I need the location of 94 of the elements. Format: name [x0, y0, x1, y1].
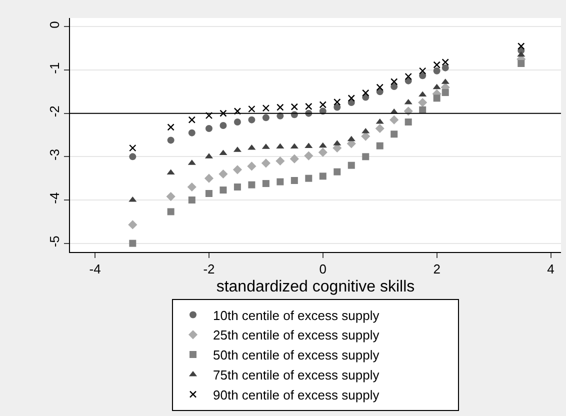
point: [220, 110, 227, 117]
point: [334, 104, 341, 111]
legend-label: 25th centile of excess supply: [213, 328, 380, 343]
point: [442, 58, 449, 66]
point: [234, 108, 242, 115]
point: [390, 82, 398, 90]
point: [304, 151, 314, 160]
point: [167, 136, 174, 144]
point: [188, 116, 196, 124]
point: [276, 178, 284, 186]
point: [276, 156, 285, 166]
point: [304, 142, 313, 148]
x-tick-label: 0: [319, 262, 327, 277]
point: [276, 104, 284, 111]
point: [318, 148, 328, 157]
point: [319, 172, 326, 180]
point: [518, 60, 525, 67]
point: [375, 124, 384, 134]
legend-label: 10th centile of excess supply: [213, 308, 380, 323]
point: [517, 51, 526, 57]
point: [418, 98, 428, 108]
point: [232, 165, 242, 174]
point: [262, 114, 270, 122]
point: [433, 61, 440, 68]
point: [442, 89, 449, 96]
point: [220, 122, 227, 129]
point: [188, 129, 196, 136]
point: [218, 169, 228, 179]
point: [319, 101, 326, 108]
x-tick-label: 4: [547, 262, 554, 277]
point: [129, 144, 136, 152]
point: [187, 182, 196, 192]
point: [129, 240, 136, 247]
point: [433, 94, 440, 102]
point: [305, 174, 312, 182]
point: [167, 208, 174, 216]
point: [205, 125, 212, 132]
point: [347, 136, 356, 142]
point: [518, 42, 525, 50]
point: [129, 153, 136, 160]
point: [262, 104, 270, 112]
point: [234, 118, 241, 126]
point: [290, 177, 298, 184]
point: [318, 142, 327, 148]
point: [166, 192, 176, 202]
point: [290, 154, 299, 164]
point: [334, 98, 341, 106]
point: [390, 78, 398, 86]
point: [248, 116, 256, 124]
point: [167, 124, 174, 131]
x-tick-label: -2: [203, 262, 215, 277]
point: [128, 220, 138, 230]
y-tick-label: -3: [46, 148, 62, 160]
point: [248, 181, 256, 188]
y-tick-label: -2: [46, 106, 62, 118]
point: [418, 67, 426, 74]
x-axis-title: standardized cognitive skills: [216, 278, 415, 296]
point: [334, 168, 341, 176]
point: [404, 72, 412, 80]
point: [404, 118, 412, 126]
point: [305, 102, 312, 110]
point: [376, 142, 384, 150]
point: [362, 153, 370, 160]
point: [419, 106, 426, 114]
point: [348, 162, 355, 169]
point: [247, 162, 256, 171]
x-tick-label: -4: [89, 262, 101, 277]
x-tick-label: 2: [433, 262, 440, 277]
y-tick-label: -4: [46, 192, 62, 204]
point: [376, 84, 384, 91]
point: [432, 84, 441, 90]
point: [261, 158, 270, 168]
point: [205, 112, 213, 120]
point: [390, 115, 399, 124]
point: [362, 89, 370, 97]
point: [348, 94, 355, 102]
point: [433, 67, 440, 74]
point: [205, 190, 212, 197]
point: [290, 103, 298, 110]
y-tick-label: 0: [46, 21, 62, 28]
point: [234, 184, 241, 190]
point: [204, 174, 214, 183]
point: [419, 72, 426, 80]
legend-label: 75th centile of excess supply: [213, 368, 380, 383]
point: [262, 180, 270, 188]
point: [248, 105, 256, 113]
point: [390, 130, 398, 138]
y-tick-label: -1: [46, 62, 62, 74]
y-tick-label: -5: [46, 236, 62, 248]
point: [442, 64, 449, 72]
point: [188, 196, 196, 204]
legend-label: 90th centile of excess supply: [213, 387, 380, 402]
point: [220, 186, 227, 194]
legend-label: 50th centile of excess supply: [213, 348, 380, 363]
